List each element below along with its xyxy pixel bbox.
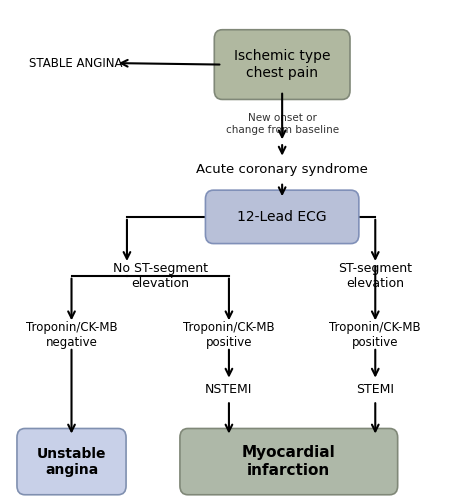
Text: New onset or
change from baseline: New onset or change from baseline [225,113,339,134]
Text: ST-segment
elevation: ST-segment elevation [338,262,412,289]
Text: STABLE ANGINA: STABLE ANGINA [29,56,123,70]
Text: Acute coronary syndrome: Acute coronary syndrome [196,163,368,176]
FancyBboxPatch shape [206,190,359,244]
Text: STEMI: STEMI [356,383,394,396]
Text: 12-Lead ECG: 12-Lead ECG [238,210,327,224]
Text: Troponin/CK-MB
positive: Troponin/CK-MB positive [330,321,421,349]
Text: Unstable
angina: Unstable angina [37,446,106,476]
FancyBboxPatch shape [214,30,350,100]
Text: No ST-segment
elevation: No ST-segment elevation [113,262,208,289]
Text: Troponin/CK-MB
negative: Troponin/CK-MB negative [26,321,117,349]
Text: Myocardial
infarction: Myocardial infarction [242,446,336,478]
Text: Troponin/CK-MB
positive: Troponin/CK-MB positive [183,321,275,349]
FancyBboxPatch shape [17,428,126,495]
FancyBboxPatch shape [180,428,398,495]
Text: Ischemic type
chest pain: Ischemic type chest pain [234,50,330,80]
Text: NSTEMI: NSTEMI [205,383,253,396]
